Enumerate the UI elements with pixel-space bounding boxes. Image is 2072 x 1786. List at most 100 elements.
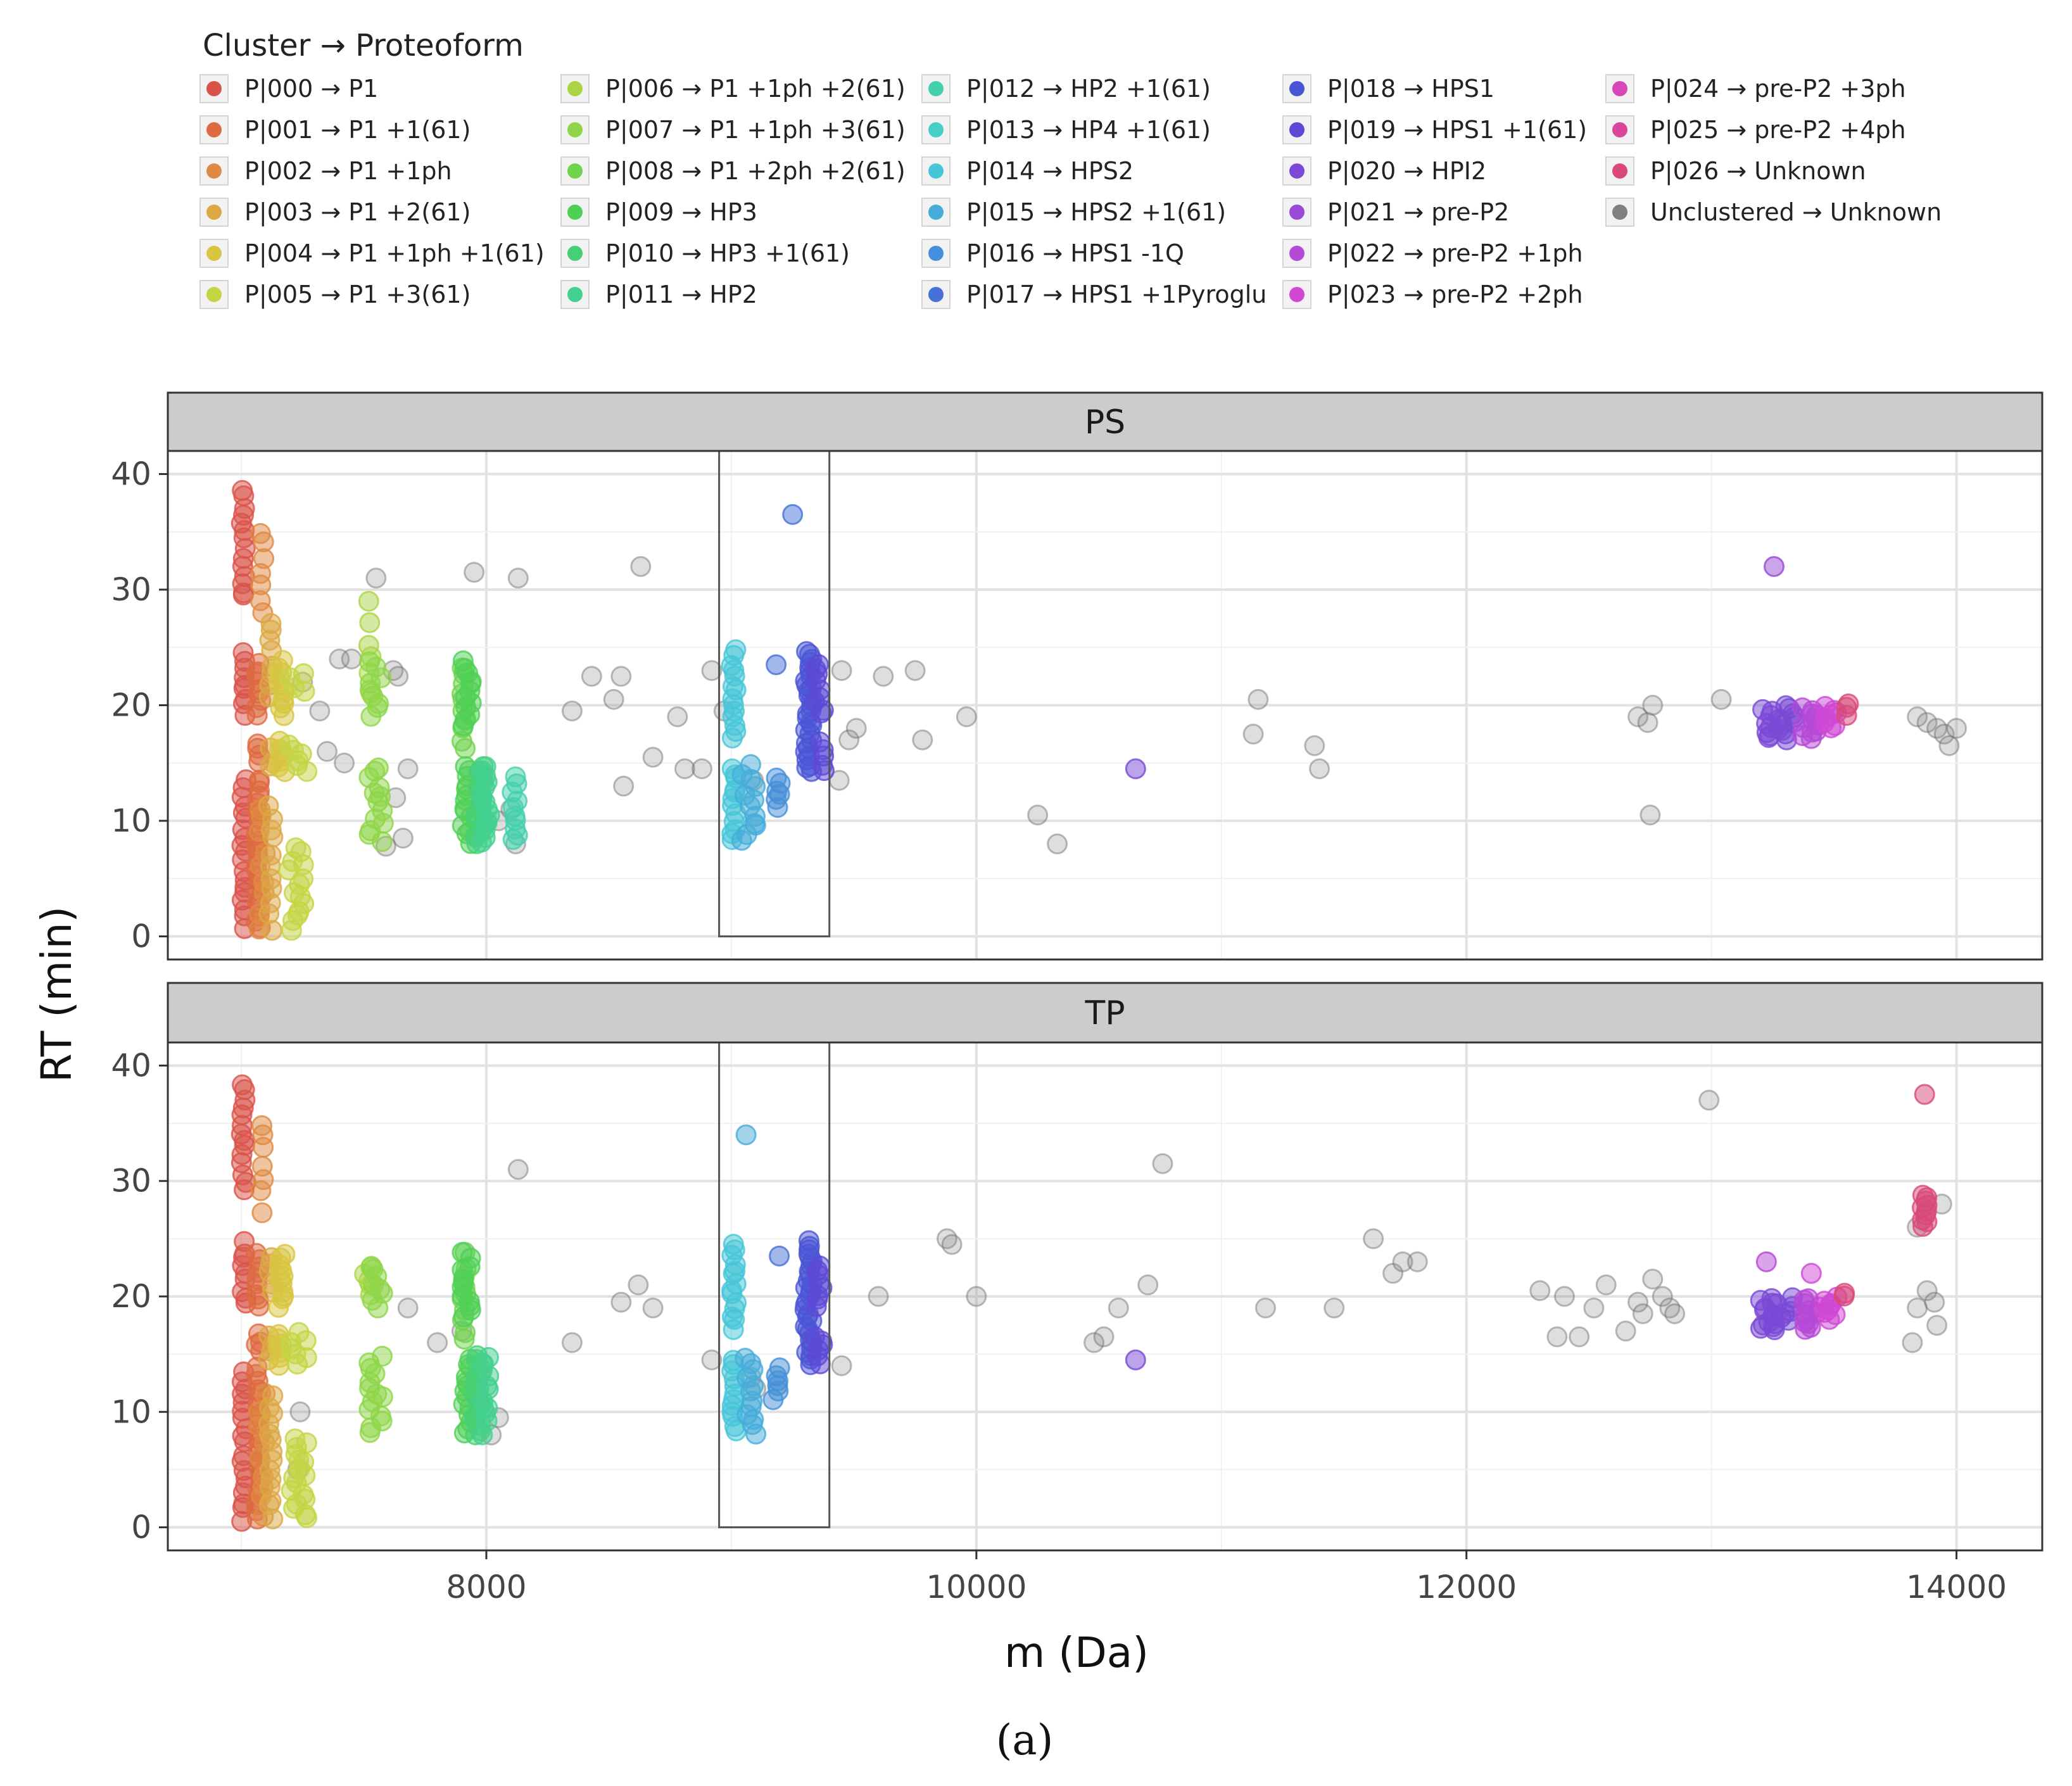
legend-entry: P|019 → HPS1 +1(61) [1282, 115, 1587, 144]
legend-entry: P|013 → HP4 +1(61) [921, 115, 1211, 144]
point-cluster-011 [478, 1346, 500, 1368]
facet-strip [167, 982, 2044, 1044]
point-cluster-003 [258, 795, 279, 816]
point-cluster-026 [1914, 1084, 1935, 1105]
legend-swatch [1289, 205, 1304, 220]
point-unclustered [1698, 1089, 1720, 1111]
point-cluster-017 [766, 654, 787, 676]
point-unclustered [1595, 1274, 1617, 1296]
legend-label: P|024 → pre-P2 +3ph [1650, 75, 1906, 103]
legend-entry: P|008 → P1 +2ph +2(61) [560, 156, 906, 186]
legend-label: P|006 → P1 +1ph +2(61) [605, 75, 906, 103]
legend-swatch [567, 205, 583, 220]
point-cluster-005 [285, 837, 306, 859]
point-unclustered [1254, 1297, 1276, 1319]
point-cluster-015 [735, 1124, 757, 1146]
point-unclustered [701, 660, 723, 681]
data-points [231, 479, 1968, 941]
legend-entry: P|014 → HPS2 [921, 156, 1134, 186]
legend-entry: P|010 → HP3 +1(61) [560, 239, 850, 268]
legend-swatch [1289, 246, 1304, 261]
legend-label: P|000 → P1 [244, 75, 378, 103]
point-cluster-007 [360, 1256, 382, 1277]
point-unclustered [1152, 1153, 1173, 1174]
legend-key-box [560, 115, 590, 144]
point-cluster-018 [798, 1230, 819, 1251]
legend-entry: P|025 → pre-P2 +4ph [1605, 115, 1906, 144]
point-unclustered [1627, 706, 1649, 728]
point-unclustered [1933, 723, 1955, 745]
point-unclustered [1659, 1297, 1681, 1319]
legend-label: P|013 → HP4 +1(61) [966, 116, 1211, 144]
point-unclustered [581, 666, 602, 687]
point-unclustered [628, 1274, 649, 1296]
legend-label: P|003 → P1 +2(61) [244, 198, 471, 227]
point-unclustered [397, 758, 419, 780]
point-unclustered [334, 752, 355, 774]
point-unclustered [1664, 1303, 1686, 1324]
legend-entry: P|022 → pre-P2 +1ph [1282, 239, 1583, 268]
point-cluster-012 [505, 766, 526, 788]
point-unclustered [1583, 1297, 1605, 1319]
point-cluster-017 [769, 1245, 790, 1267]
point-cluster-003 [262, 1385, 284, 1407]
point-cluster-009 [452, 1241, 473, 1263]
point-unclustered [838, 729, 860, 750]
point-cluster-023 [1814, 695, 1836, 717]
point-unclustered [317, 741, 338, 762]
point-unclustered [1926, 718, 1948, 739]
legend-entries: P|000 → P1 P|001 → P1 +1(61) P|002 → P1 +1… [199, 74, 1942, 309]
point-unclustered [397, 1297, 419, 1319]
legend-swatch [567, 163, 583, 179]
facet-tp: TP 0 10 20 30 40 8000 10000 12000 14000 [111, 982, 2044, 1606]
legend-entry: Unclustered → Unknown [1605, 198, 1942, 227]
x-tick-label: 14000 [1906, 1569, 2007, 1606]
point-unclustered [845, 718, 867, 739]
y-tick-label: 0 [131, 1509, 151, 1546]
point-unclustered [1907, 1297, 1928, 1319]
legend-swatch [928, 81, 944, 96]
point-unclustered [613, 775, 635, 797]
point-unclustered [1637, 712, 1658, 733]
legend-label: P|005 → P1 +3(61) [244, 281, 471, 309]
legend-entry: P|020 → HPI2 [1282, 156, 1486, 186]
point-cluster-002 [251, 1156, 273, 1177]
point-unclustered [1642, 695, 1664, 716]
point-unclustered [1546, 1326, 1568, 1348]
point-unclustered [642, 1297, 664, 1319]
point-unclustered [561, 700, 583, 722]
legend-entry: P|021 → pre-P2 [1282, 198, 1509, 227]
legend-swatch [567, 122, 583, 137]
point-cluster-005 [278, 734, 300, 756]
point-cluster-026 [1912, 1184, 1933, 1206]
legend-entry: P|012 → HP2 +1(61) [921, 74, 1211, 103]
point-unclustered [1406, 1251, 1428, 1272]
legend-swatch [928, 287, 944, 302]
legend-entry: P|023 → pre-P2 +2ph [1282, 280, 1583, 309]
point-cluster-015 [740, 754, 762, 775]
legend-entry: P|016 → HPS1 -1Q [921, 239, 1184, 268]
legend-label: P|020 → HPI2 [1327, 157, 1486, 186]
point-unclustered [1242, 723, 1264, 745]
legend-entry: P|009 → HP3 [560, 198, 757, 227]
legend-label: P|023 → pre-P2 +2ph [1327, 281, 1583, 309]
point-unclustered [309, 700, 331, 722]
point-cluster-007 [372, 1345, 393, 1367]
point-unclustered [667, 706, 688, 728]
point-cluster-016 [769, 1357, 790, 1379]
point-unclustered [630, 556, 652, 577]
point-unclustered [831, 660, 852, 681]
legend-swatch [928, 205, 944, 220]
legend-swatch [928, 163, 944, 179]
point-cluster-004 [272, 650, 293, 671]
point-unclustered [1627, 1291, 1649, 1313]
point-cluster-020 [1752, 699, 1774, 720]
legend-entry: P|003 → P1 +2(61) [199, 198, 471, 227]
gridlines [168, 1042, 2042, 1550]
legend-label: P|001 → P1 +1(61) [244, 116, 471, 144]
point-cluster-007 [367, 757, 389, 779]
point-cluster-006 [359, 612, 381, 633]
point-cluster-005 [288, 1322, 310, 1343]
legend-label: P|021 → pre-P2 [1327, 198, 1509, 227]
